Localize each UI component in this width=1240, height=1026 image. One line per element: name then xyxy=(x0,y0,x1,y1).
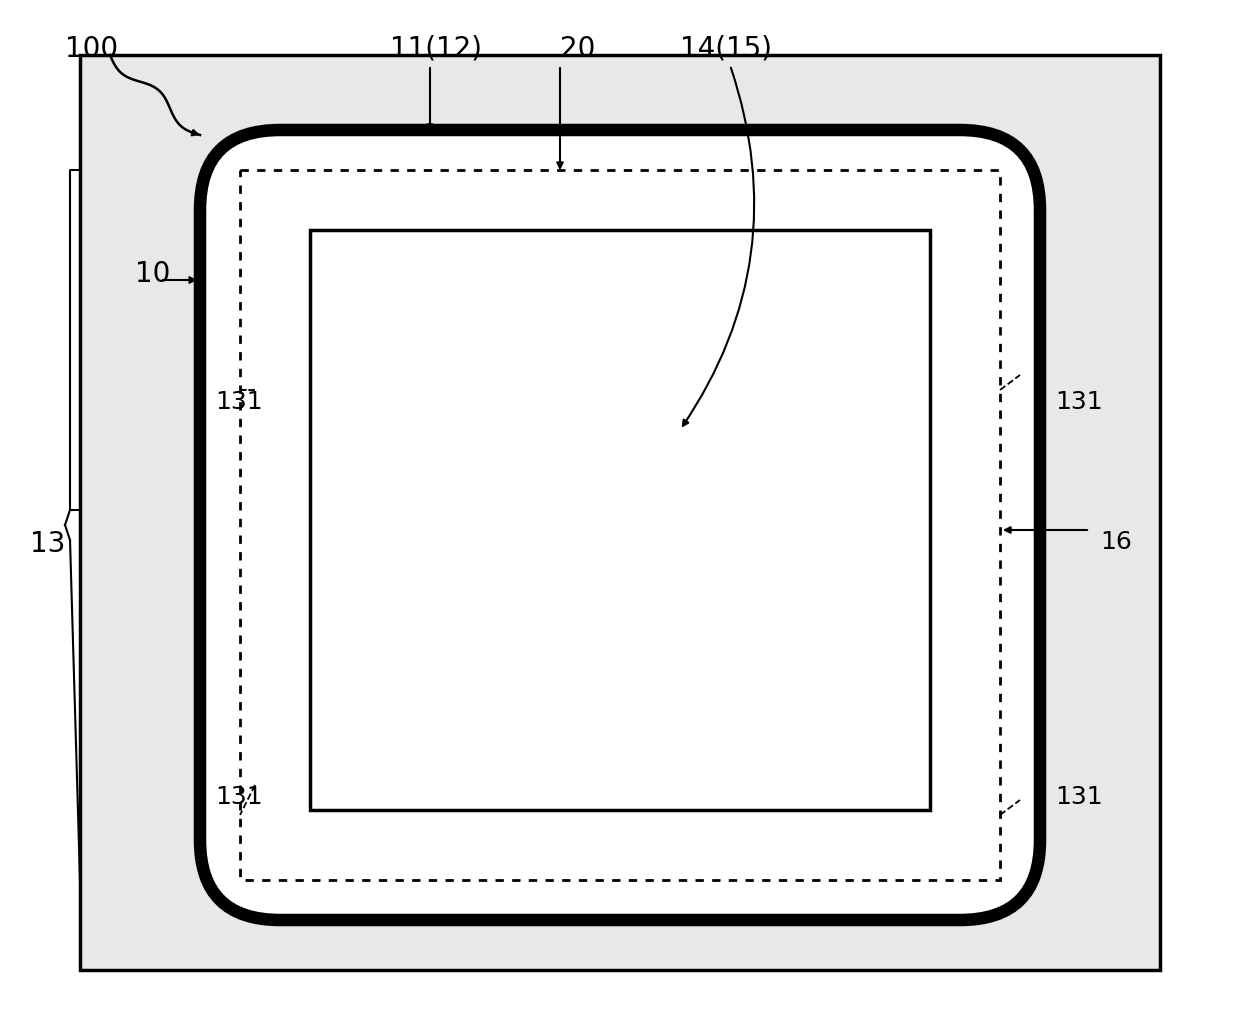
Text: 13: 13 xyxy=(30,530,66,558)
Text: 131: 131 xyxy=(215,785,263,808)
Text: 100: 100 xyxy=(64,35,118,63)
Text: 131: 131 xyxy=(1055,785,1102,808)
Text: 10: 10 xyxy=(135,260,170,288)
Text: 131: 131 xyxy=(215,390,263,415)
Bar xyxy=(310,230,930,810)
Text: 11(12): 11(12) xyxy=(391,35,482,63)
Text: 16: 16 xyxy=(1100,530,1132,554)
FancyBboxPatch shape xyxy=(200,130,1040,920)
Text: 20: 20 xyxy=(560,35,595,63)
Text: 131: 131 xyxy=(1055,390,1102,415)
Bar xyxy=(81,55,1159,970)
Bar xyxy=(241,170,999,880)
Text: 14(15): 14(15) xyxy=(680,35,773,63)
